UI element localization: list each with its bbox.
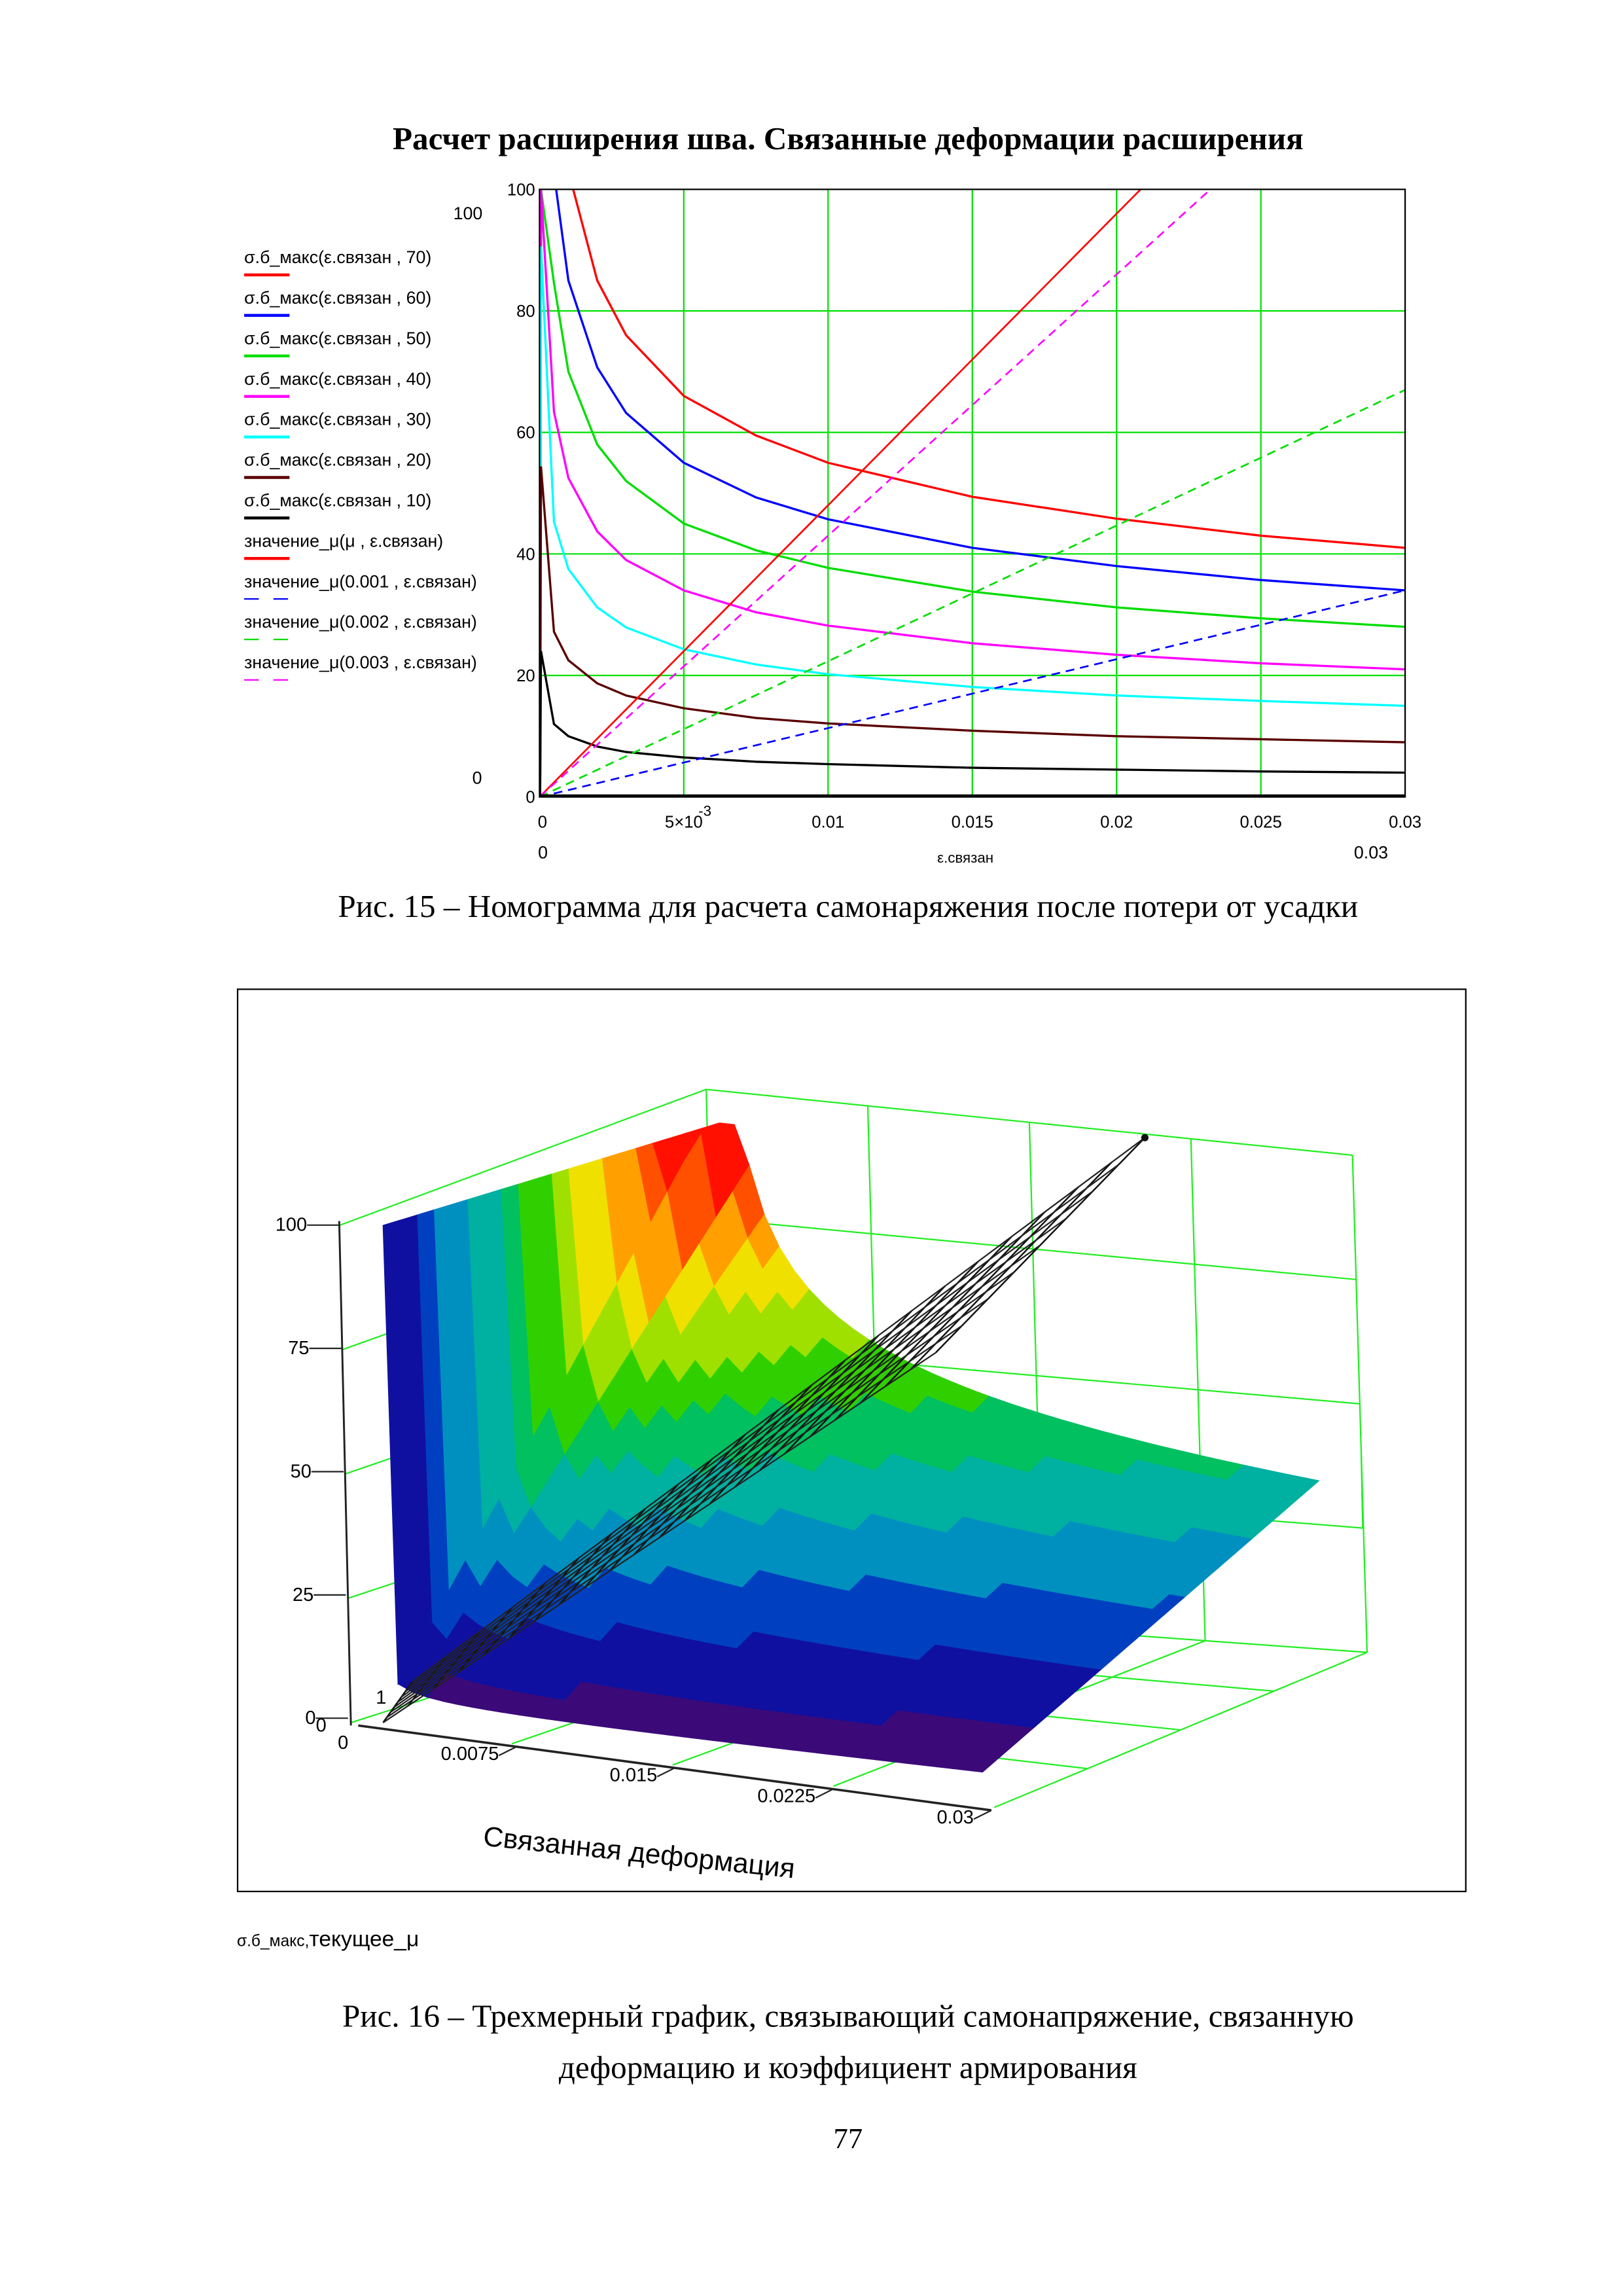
legend-label: значение_μ(0.001 , ε.связан) [244, 571, 477, 591]
y-tick-label: 60 [516, 424, 535, 442]
legend-label: σ.б_макс(ε.связан , 40) [244, 369, 431, 389]
mesh-line [412, 1137, 1146, 1683]
z-tick-label: 75 [288, 1338, 309, 1359]
legend-label: σ.б_макс(ε.связан , 60) [244, 288, 431, 308]
x-tick-label: 0.015 [610, 1765, 658, 1785]
mesh-line [397, 1244, 1041, 1703]
mesh-line [935, 1137, 1146, 1354]
x-tick-exponent: -3 [698, 803, 711, 819]
legend-label: σ.б_макс(ε.связан , 70) [244, 247, 431, 267]
legend: σ.б_макс(ε.связан , 70) σ.б_макс(ε.связан… [244, 247, 477, 681]
legend-label: значение_μ(0.002 , ε.связан) [244, 612, 477, 632]
mesh-line [386, 1325, 963, 1718]
y-min-label: 0 [473, 768, 482, 788]
x-tick-label: 5×10 [665, 814, 703, 832]
series-line-3 [539, 189, 1406, 797]
x-tick [498, 1746, 517, 1757]
z-tick-label: 0 [305, 1708, 315, 1729]
expression-second: текущее_μ [309, 1927, 419, 1952]
mu-line-0 [539, 189, 1142, 797]
mu-line-2 [539, 389, 1406, 797]
mesh-corner-marker [1141, 1134, 1149, 1141]
expression-main: σ.б_макс [236, 1933, 305, 1951]
mesh-line [408, 1164, 1120, 1688]
expression-sep: , [304, 1933, 310, 1951]
legend-label: значение_μ(μ , ε.связан) [244, 531, 443, 550]
figure-16-frame [236, 988, 1467, 1893]
series-line-5 [539, 466, 1406, 797]
plot-expression-label: σ.б_макс,текущее_μ [237, 1928, 419, 1952]
x-axis-title: Связанная деформация [482, 1821, 796, 1884]
x-axis [358, 1724, 992, 1812]
x-tick-label: 0 [538, 814, 547, 832]
y-tick-label: 20 [516, 667, 535, 685]
x-tick-label: 0.025 [1240, 814, 1281, 832]
series-line-1 [539, 189, 1406, 797]
x-tick-label: 0.0225 [757, 1786, 815, 1807]
page-number: 77 [833, 2123, 863, 2156]
plot-data [539, 189, 1406, 797]
y-axis-label: 1 [376, 1687, 386, 1708]
figure-15-caption: Рис. 15 – Номограмма для расчета самонар… [338, 888, 1359, 925]
plot-frame [539, 188, 1406, 798]
x-tick-label: 0.03 [936, 1807, 974, 1828]
y-tick-label: 100 [507, 181, 535, 199]
x-axis-title: ε.связан [937, 850, 993, 866]
surface [382, 1122, 1320, 1773]
z-axis [338, 1221, 352, 1726]
y-axis-label: 0 [316, 1715, 327, 1736]
mesh-line [404, 1191, 1094, 1693]
mu-line-3 [539, 189, 1212, 797]
wireframe-plane [382, 1134, 1149, 1723]
x-ticks: 0 5×10 0.01 0.015 0.02 0.025 0.03 -3 [538, 803, 1421, 832]
mesh-line [389, 1298, 989, 1713]
grid [539, 189, 1406, 797]
z-tick-label: 25 [293, 1585, 313, 1605]
mesh-line [401, 1217, 1067, 1698]
legend-label: σ.б_макс(ε.связан , 10) [244, 490, 431, 510]
surface-patch [966, 1755, 1001, 1773]
mesh-line [382, 1352, 936, 1723]
x-tick [815, 1788, 834, 1799]
legend-label: значение_μ(0.003 , ε.связан) [244, 653, 477, 672]
figure-16-caption-line1: Рис. 16 – Трехмерный график, связывающий… [342, 1997, 1354, 2034]
back-wall-horizontal [1360, 1453, 1364, 1528]
figure-16-caption-line2: деформацию и коэффициент армирования [558, 2049, 1137, 2085]
x-tick [973, 1809, 992, 1820]
mesh-line [393, 1271, 1015, 1708]
x-tick-label: 0.0075 [441, 1744, 499, 1765]
x-min-label: 0 [538, 842, 548, 862]
x-tick [656, 1767, 675, 1778]
x-tick-label: 0.015 [952, 814, 993, 832]
legend-label: σ.б_макс(ε.связан , 50) [244, 329, 431, 348]
y-tick-label: 0 [526, 789, 535, 807]
series-line-4 [539, 246, 1406, 797]
page-title: Расчет расширения шва. Связанные деформа… [393, 120, 1304, 157]
x-max-label: 0.03 [1354, 842, 1388, 862]
y-tick-label: 80 [516, 302, 535, 321]
x-tick-label: 0 [338, 1732, 348, 1753]
legend-label: σ.б_макс(ε.связан , 20) [244, 450, 431, 470]
y-tick-label: 40 [516, 545, 535, 564]
figure-15-chart: 0 20 40 60 80 100 0 5×10 0.01 0.015 0.02 0.025 0.03… [244, 181, 1421, 866]
z-tick-label: 100 [276, 1215, 307, 1236]
legend-label: σ.б_макс(ε.связан , 30) [244, 410, 431, 429]
mu-line-1 [539, 589, 1406, 797]
x-tick-label: 0.02 [1100, 814, 1133, 832]
box-edge [338, 1088, 707, 1227]
x-tick-label: 0.03 [1389, 814, 1421, 832]
series-line-0 [539, 189, 1406, 797]
series-line-6 [539, 651, 1406, 797]
z-tick-label: 50 [291, 1461, 312, 1482]
y-max-label: 100 [454, 204, 483, 223]
x-tick-label: 0.01 [812, 814, 844, 832]
series-line-2 [539, 189, 1406, 797]
y-ticks: 0 20 40 60 80 100 [507, 181, 535, 806]
